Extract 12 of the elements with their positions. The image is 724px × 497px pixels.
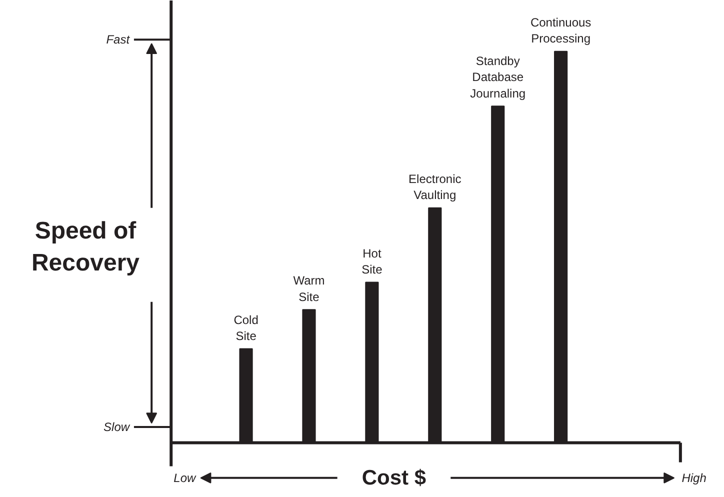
x-axis-title: Cost $ [362,466,426,490]
text: Slow [104,420,131,434]
x-tick-label: Electronic Vaulting [408,172,462,202]
text: Fast [106,32,130,47]
text: Low [174,470,197,485]
x-tick-label: Continuous Processing [530,15,592,46]
text: High [682,470,707,485]
x-tick-label: Cold Site [234,312,258,343]
x-tick-label: Warm Site [293,274,325,304]
y-axis-title: Speed of Recovery [31,217,140,277]
x-tick-label: Standby Database Journaling [470,54,526,100]
x-tick-label: Hot Site [362,246,383,276]
